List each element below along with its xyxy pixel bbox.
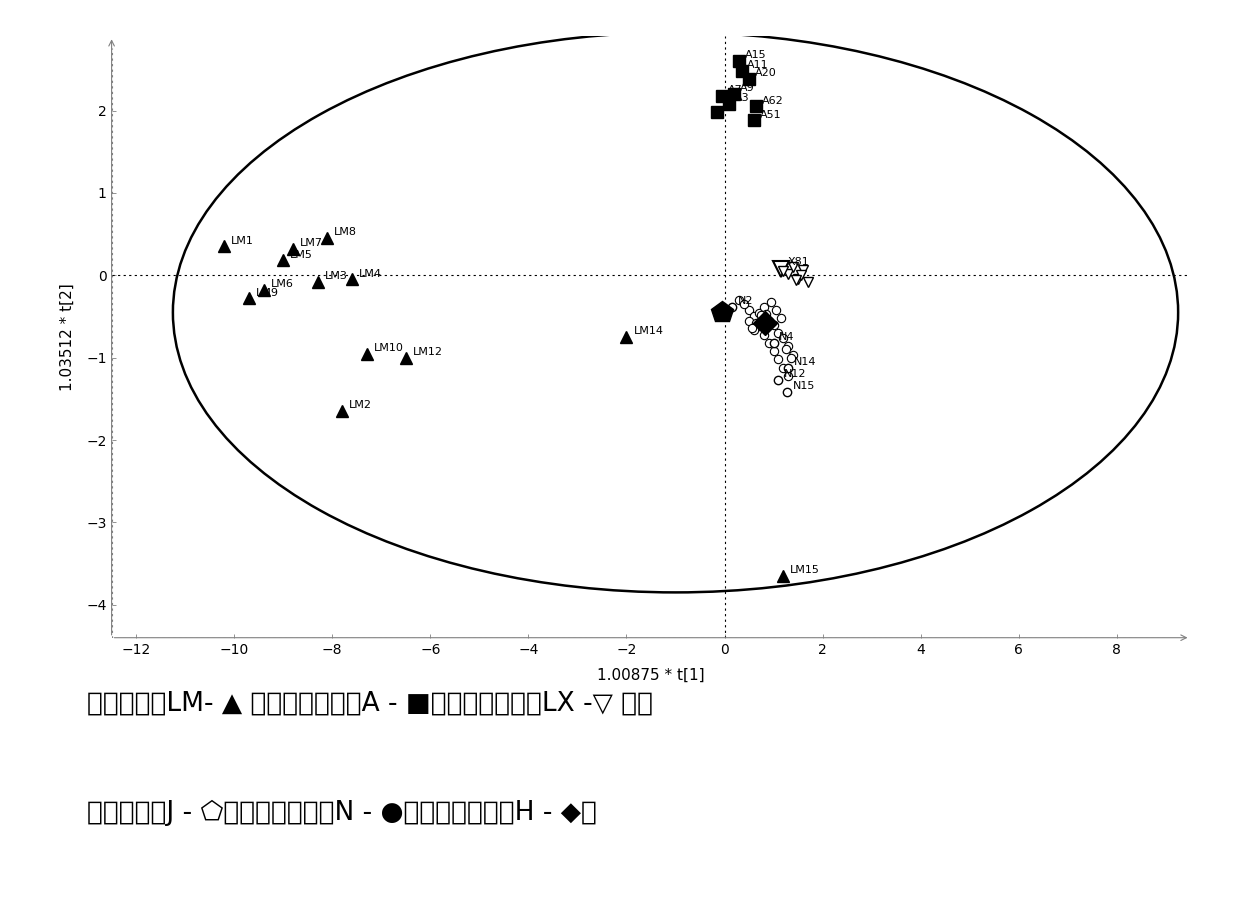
Text: A11: A11 bbox=[748, 60, 769, 70]
Text: LM14: LM14 bbox=[634, 326, 663, 336]
Text: X81: X81 bbox=[787, 257, 810, 267]
Text: LM4: LM4 bbox=[358, 269, 382, 279]
Text: A9: A9 bbox=[740, 83, 755, 93]
Text: LM15: LM15 bbox=[790, 565, 820, 575]
Text: LM12: LM12 bbox=[413, 347, 443, 357]
Text: A1: A1 bbox=[723, 101, 738, 111]
Text: N14: N14 bbox=[794, 357, 816, 367]
Text: LM8: LM8 bbox=[335, 228, 357, 238]
Text: A3: A3 bbox=[735, 93, 750, 103]
Text: A15: A15 bbox=[745, 50, 766, 60]
Text: N15: N15 bbox=[792, 382, 815, 392]
X-axis label: 1.00875 * t[1]: 1.00875 * t[1] bbox=[598, 668, 704, 682]
Text: LM6: LM6 bbox=[270, 280, 294, 290]
Text: LM10: LM10 bbox=[373, 343, 403, 353]
Text: LM5: LM5 bbox=[290, 250, 312, 260]
Text: LM3: LM3 bbox=[325, 271, 347, 281]
Text: LM9: LM9 bbox=[255, 288, 279, 298]
Text: N12: N12 bbox=[784, 369, 806, 379]
Text: A20: A20 bbox=[755, 68, 776, 78]
Text: A62: A62 bbox=[763, 96, 784, 106]
Text: N4: N4 bbox=[779, 332, 795, 342]
Text: N2: N2 bbox=[738, 296, 753, 306]
Y-axis label: 1.03512 * t[2]: 1.03512 * t[2] bbox=[60, 283, 76, 391]
Text: LM1: LM1 bbox=[232, 236, 254, 246]
Text: LM2: LM2 bbox=[348, 401, 372, 411]
Text: LM7: LM7 bbox=[300, 238, 322, 248]
Text: A51: A51 bbox=[760, 109, 781, 119]
Text: 郑县红牛（J - ⬠）、南阳黄牛（N - ●）、日本和牛（H - ◆）: 郑县红牛（J - ⬠）、南阳黄牛（N - ●）、日本和牛（H - ◆） bbox=[87, 800, 596, 826]
Text: 利木赞牛（LM- ▲ ）、安多艴牛（A - ■）、鲁西黄牛（LX -▽ ）、: 利木赞牛（LM- ▲ ）、安多艴牛（A - ■）、鲁西黄牛（LX -▽ ）、 bbox=[87, 691, 652, 717]
Text: A7: A7 bbox=[728, 85, 743, 95]
